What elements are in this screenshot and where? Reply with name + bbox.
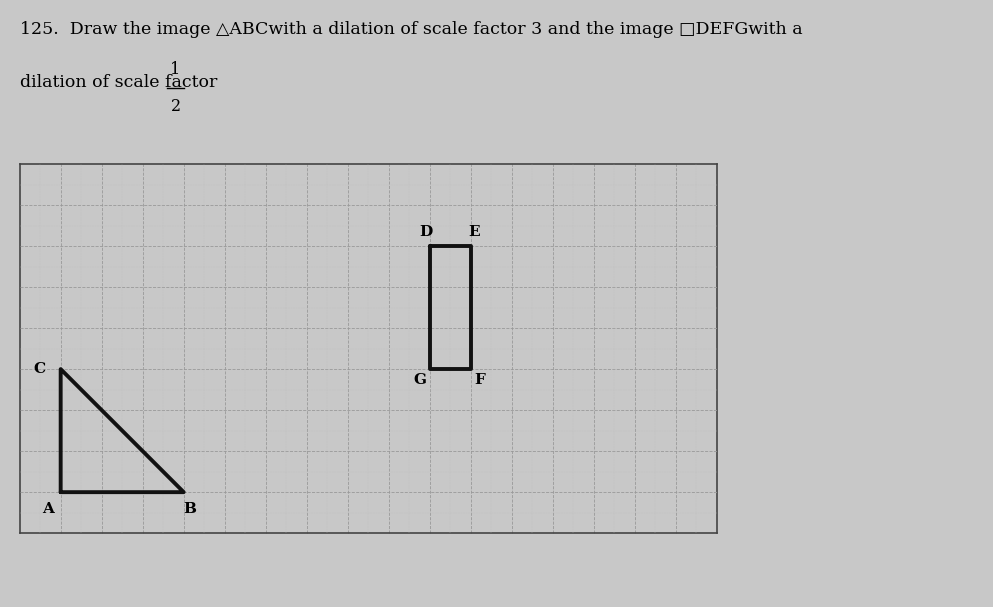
Text: 2: 2 — [171, 98, 181, 115]
Text: A: A — [43, 502, 55, 516]
Text: E: E — [469, 225, 481, 239]
Text: D: D — [419, 225, 433, 239]
Text: G: G — [413, 373, 426, 387]
Text: dilation of scale factor: dilation of scale factor — [20, 74, 217, 91]
Text: B: B — [184, 502, 197, 516]
Text: 125.  Draw the image △ABCwith a dilation of scale factor 3 and the image □DEFGwi: 125. Draw the image △ABCwith a dilation … — [20, 21, 802, 38]
Text: F: F — [475, 373, 486, 387]
Text: 1: 1 — [171, 61, 181, 78]
Text: C: C — [34, 362, 46, 376]
